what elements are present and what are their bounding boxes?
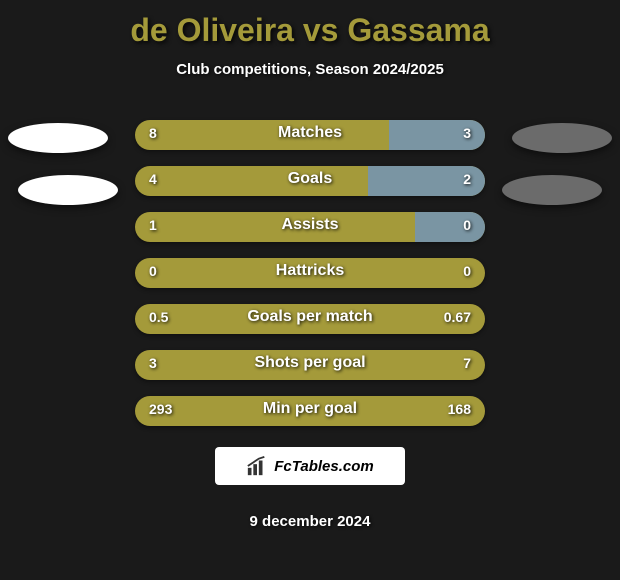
stat-value-left: 1 <box>149 217 157 233</box>
stat-row: 0 Hattricks 0 <box>135 258 485 288</box>
stat-fill-right <box>415 212 485 242</box>
player-left-avatar-2 <box>18 175 118 205</box>
stats-container: 8 Matches 3 4 Goals 2 1 Assists 0 0 Hattricks 0 0.5 G… <box>135 120 485 442</box>
stat-value-right: 168 <box>448 401 471 417</box>
stat-value-left: 8 <box>149 125 157 141</box>
comparison-title: de Oliveira vs Gassama <box>0 0 620 49</box>
player-left-avatar-1 <box>8 123 108 153</box>
footer-logo-text: FcTables.com <box>274 458 373 475</box>
stat-row: 8 Matches 3 <box>135 120 485 150</box>
stat-row: 3 Shots per goal 7 <box>135 350 485 380</box>
stat-value-right: 3 <box>463 125 471 141</box>
player-right-avatar-1 <box>512 123 612 153</box>
stat-value-right: 0 <box>463 217 471 233</box>
stat-value-right: 0 <box>463 263 471 279</box>
stat-label: Hattricks <box>276 262 344 280</box>
stat-value-right: 7 <box>463 355 471 371</box>
comparison-subtitle: Club competitions, Season 2024/2025 <box>0 61 620 78</box>
chart-icon <box>246 455 268 477</box>
stat-row: 4 Goals 2 <box>135 166 485 196</box>
stat-value-left: 3 <box>149 355 157 371</box>
stat-label: Matches <box>278 124 342 142</box>
footer-date: 9 december 2024 <box>0 513 620 530</box>
stat-value-left: 0.5 <box>149 309 168 325</box>
stat-row: 293 Min per goal 168 <box>135 396 485 426</box>
stat-value-right: 2 <box>463 171 471 187</box>
stat-row: 0.5 Goals per match 0.67 <box>135 304 485 334</box>
stat-value-left: 0 <box>149 263 157 279</box>
player-right-avatar-2 <box>502 175 602 205</box>
stat-label: Shots per goal <box>254 354 365 372</box>
footer-logo[interactable]: FcTables.com <box>215 447 405 485</box>
stat-value-left: 293 <box>149 401 172 417</box>
stat-value-left: 4 <box>149 171 157 187</box>
stat-label: Goals <box>288 170 332 188</box>
stat-label: Assists <box>282 216 339 234</box>
stat-row: 1 Assists 0 <box>135 212 485 242</box>
stat-label: Min per goal <box>263 400 357 418</box>
stat-value-right: 0.67 <box>444 309 471 325</box>
stat-label: Goals per match <box>247 308 372 326</box>
